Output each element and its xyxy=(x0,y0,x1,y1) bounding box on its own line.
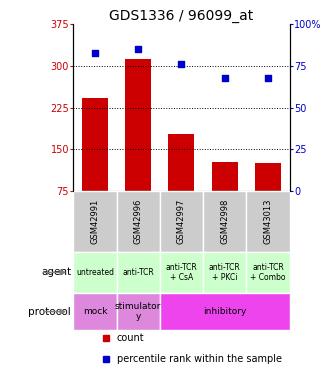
Text: GSM42997: GSM42997 xyxy=(177,199,186,244)
Bar xyxy=(73,293,117,330)
Bar xyxy=(125,59,151,191)
Bar xyxy=(160,293,290,330)
Bar xyxy=(168,134,194,191)
Point xyxy=(179,62,184,68)
Point xyxy=(92,50,98,56)
Point xyxy=(136,46,141,53)
Bar xyxy=(255,163,281,191)
Text: mock: mock xyxy=(83,307,107,316)
Bar xyxy=(246,252,290,293)
Text: stimulator
y: stimulator y xyxy=(115,302,162,321)
Text: inhibitory: inhibitory xyxy=(203,307,246,316)
Bar xyxy=(203,191,246,252)
Title: GDS1336 / 96099_at: GDS1336 / 96099_at xyxy=(109,9,254,23)
Text: anti-TCR
+ Combo: anti-TCR + Combo xyxy=(250,263,286,282)
Bar xyxy=(117,191,160,252)
Text: GSM42991: GSM42991 xyxy=(90,199,100,244)
Text: anti-TCR
+ PKCi: anti-TCR + PKCi xyxy=(209,263,241,282)
Point xyxy=(265,75,271,81)
Bar xyxy=(117,252,160,293)
Bar xyxy=(246,191,290,252)
Bar xyxy=(73,252,117,293)
Text: count: count xyxy=(117,333,144,344)
Text: GSM42996: GSM42996 xyxy=(134,199,143,244)
Bar xyxy=(82,98,108,191)
Text: agent: agent xyxy=(41,267,71,278)
Text: protocol: protocol xyxy=(28,307,71,316)
Text: anti-TCR
+ CsA: anti-TCR + CsA xyxy=(166,263,197,282)
Text: GSM43013: GSM43013 xyxy=(263,199,273,244)
Bar xyxy=(160,191,203,252)
Bar xyxy=(160,252,203,293)
Bar xyxy=(212,162,238,191)
Text: untreated: untreated xyxy=(76,268,114,277)
Text: percentile rank within the sample: percentile rank within the sample xyxy=(117,354,281,364)
Point xyxy=(222,75,227,81)
Text: GSM42998: GSM42998 xyxy=(220,199,229,244)
Bar xyxy=(117,293,160,330)
Bar xyxy=(73,191,117,252)
Bar xyxy=(203,252,246,293)
Text: anti-TCR: anti-TCR xyxy=(122,268,154,277)
